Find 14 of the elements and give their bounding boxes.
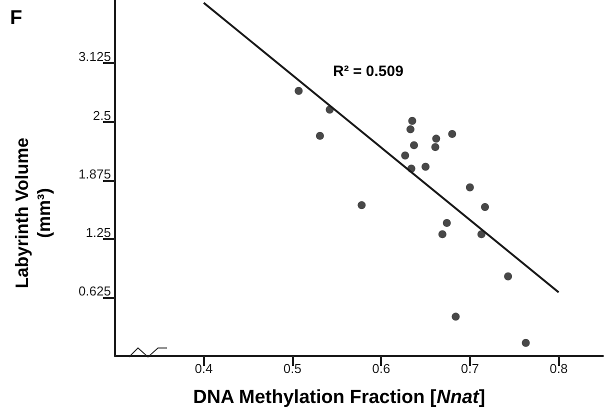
x-tick-label: 0.7 bbox=[460, 361, 479, 376]
x-axis-title: DNA Methylation Fraction [Nnat] bbox=[193, 387, 486, 408]
x-tick-label: 0.8 bbox=[550, 361, 568, 376]
x-tick-label: 0.6 bbox=[372, 361, 390, 376]
x-tick-label: 0.5 bbox=[283, 361, 302, 376]
y-tick-label: 1.875 bbox=[78, 166, 111, 182]
annotation: R² = 0.509 bbox=[333, 63, 404, 80]
y-tick-label: 1.25 bbox=[86, 224, 111, 240]
text: F bbox=[10, 7, 22, 29]
y-tick-label: 0.625 bbox=[78, 283, 111, 298]
x-tick-label: 0.4 bbox=[194, 361, 213, 376]
y-tick-label: 3.125 bbox=[78, 49, 111, 64]
y-axis-title: Labyrinth Volume (mm³) bbox=[12, 138, 54, 288]
y-tick-label: 2.5 bbox=[92, 108, 111, 123]
